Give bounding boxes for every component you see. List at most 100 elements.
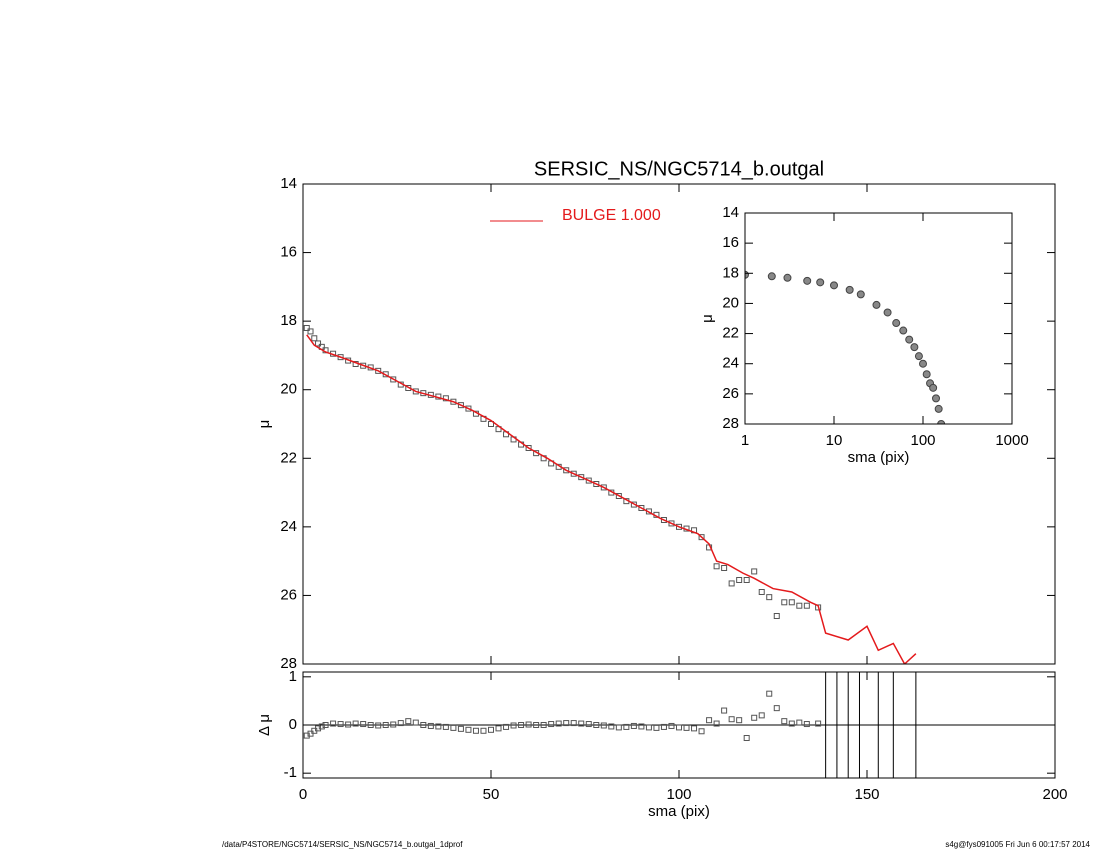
residual-point xyxy=(781,718,788,725)
y-tick-label: 20 xyxy=(722,294,739,311)
y-axis-label: μ xyxy=(699,314,716,323)
residual-point xyxy=(405,718,412,725)
residual-point xyxy=(683,724,690,731)
data-point xyxy=(751,568,758,575)
plot-area xyxy=(303,325,917,664)
data-point xyxy=(783,273,792,282)
y-tick-label: 0 xyxy=(289,716,297,733)
x-tick-label: 50 xyxy=(483,786,500,803)
residual-point xyxy=(668,722,675,729)
y-tick-label: 20 xyxy=(280,381,297,398)
residual-point xyxy=(653,724,660,731)
x-tick-label: 200 xyxy=(1042,786,1067,803)
data-point xyxy=(600,484,607,491)
residual-point xyxy=(495,725,502,732)
data-point xyxy=(315,340,322,347)
data-point xyxy=(698,534,705,541)
y-tick-label: 28 xyxy=(280,655,297,672)
residual-point xyxy=(623,723,630,730)
residual-point xyxy=(608,723,615,730)
residual-point xyxy=(510,722,517,729)
y-tick-label: 14 xyxy=(722,204,739,221)
x-axis-label: sma (pix) xyxy=(648,803,710,820)
data-point xyxy=(892,319,901,328)
residual-point xyxy=(706,717,713,724)
residual-point xyxy=(815,720,822,727)
residual-point xyxy=(457,725,464,732)
data-point xyxy=(803,602,810,609)
data-point xyxy=(781,599,788,606)
y-tick-label: 26 xyxy=(280,586,297,603)
data-point xyxy=(585,477,592,484)
data-point xyxy=(767,272,776,281)
residual-point xyxy=(743,735,750,742)
data-point xyxy=(743,577,750,583)
y-tick-label: 16 xyxy=(280,244,297,261)
residual-point xyxy=(352,720,359,727)
residual-point xyxy=(645,724,652,731)
data-point xyxy=(922,370,931,379)
residual-point xyxy=(375,722,382,729)
residual-point xyxy=(548,721,555,728)
residual-point xyxy=(465,726,472,733)
residual-point xyxy=(315,725,322,732)
residual-point xyxy=(600,722,607,729)
residual-point xyxy=(345,721,352,728)
data-point xyxy=(905,335,914,344)
residual-point xyxy=(803,721,810,728)
residual-point xyxy=(518,722,525,728)
x-tick-label: 100 xyxy=(666,786,691,803)
residual-point xyxy=(796,719,803,726)
residual-point xyxy=(736,717,743,724)
data-point xyxy=(390,376,397,383)
residual-point xyxy=(660,723,667,730)
y-tick-label: 1 xyxy=(289,668,297,685)
data-point xyxy=(676,523,682,530)
residual-point xyxy=(615,724,622,731)
residual-point xyxy=(721,707,728,714)
x-tick-label: 100 xyxy=(910,432,935,449)
residual-point xyxy=(412,719,419,726)
y-tick-label: 14 xyxy=(280,175,297,192)
data-point xyxy=(713,563,720,570)
y-tick-label: 22 xyxy=(722,325,739,342)
residual-point xyxy=(728,716,735,723)
data-point xyxy=(856,290,865,299)
residual-point xyxy=(630,722,637,729)
residual-point xyxy=(713,720,720,727)
data-point xyxy=(872,300,881,309)
data-point xyxy=(788,599,795,606)
data-point xyxy=(830,281,838,290)
data-point xyxy=(919,359,927,368)
residual-point xyxy=(540,722,547,728)
residual-point xyxy=(390,721,397,728)
data-point xyxy=(910,343,919,352)
data-point xyxy=(773,613,780,619)
residual-point xyxy=(751,714,758,721)
residual-point xyxy=(450,724,457,731)
data-point xyxy=(883,308,892,317)
data-point xyxy=(488,421,494,427)
data-point xyxy=(578,474,585,481)
data-point xyxy=(311,335,318,342)
residual-point xyxy=(442,723,449,730)
residual-point xyxy=(766,690,773,697)
residual-point xyxy=(488,726,494,733)
y-tick-label: 24 xyxy=(280,518,297,535)
x-tick-label: 10 xyxy=(826,432,843,449)
data-point xyxy=(728,580,735,587)
residual-point xyxy=(758,712,765,719)
y-tick-label: 26 xyxy=(722,385,739,402)
data-point xyxy=(766,594,773,601)
residual-point xyxy=(773,705,780,712)
x-tick-label: 150 xyxy=(854,786,879,803)
data-point xyxy=(563,467,570,474)
residual-point xyxy=(397,720,404,727)
y-tick-label: 28 xyxy=(722,415,739,432)
residual-point xyxy=(578,720,585,727)
residual-point xyxy=(472,727,479,734)
data-point xyxy=(934,404,943,413)
data-point xyxy=(457,402,464,409)
data-point xyxy=(929,383,938,392)
